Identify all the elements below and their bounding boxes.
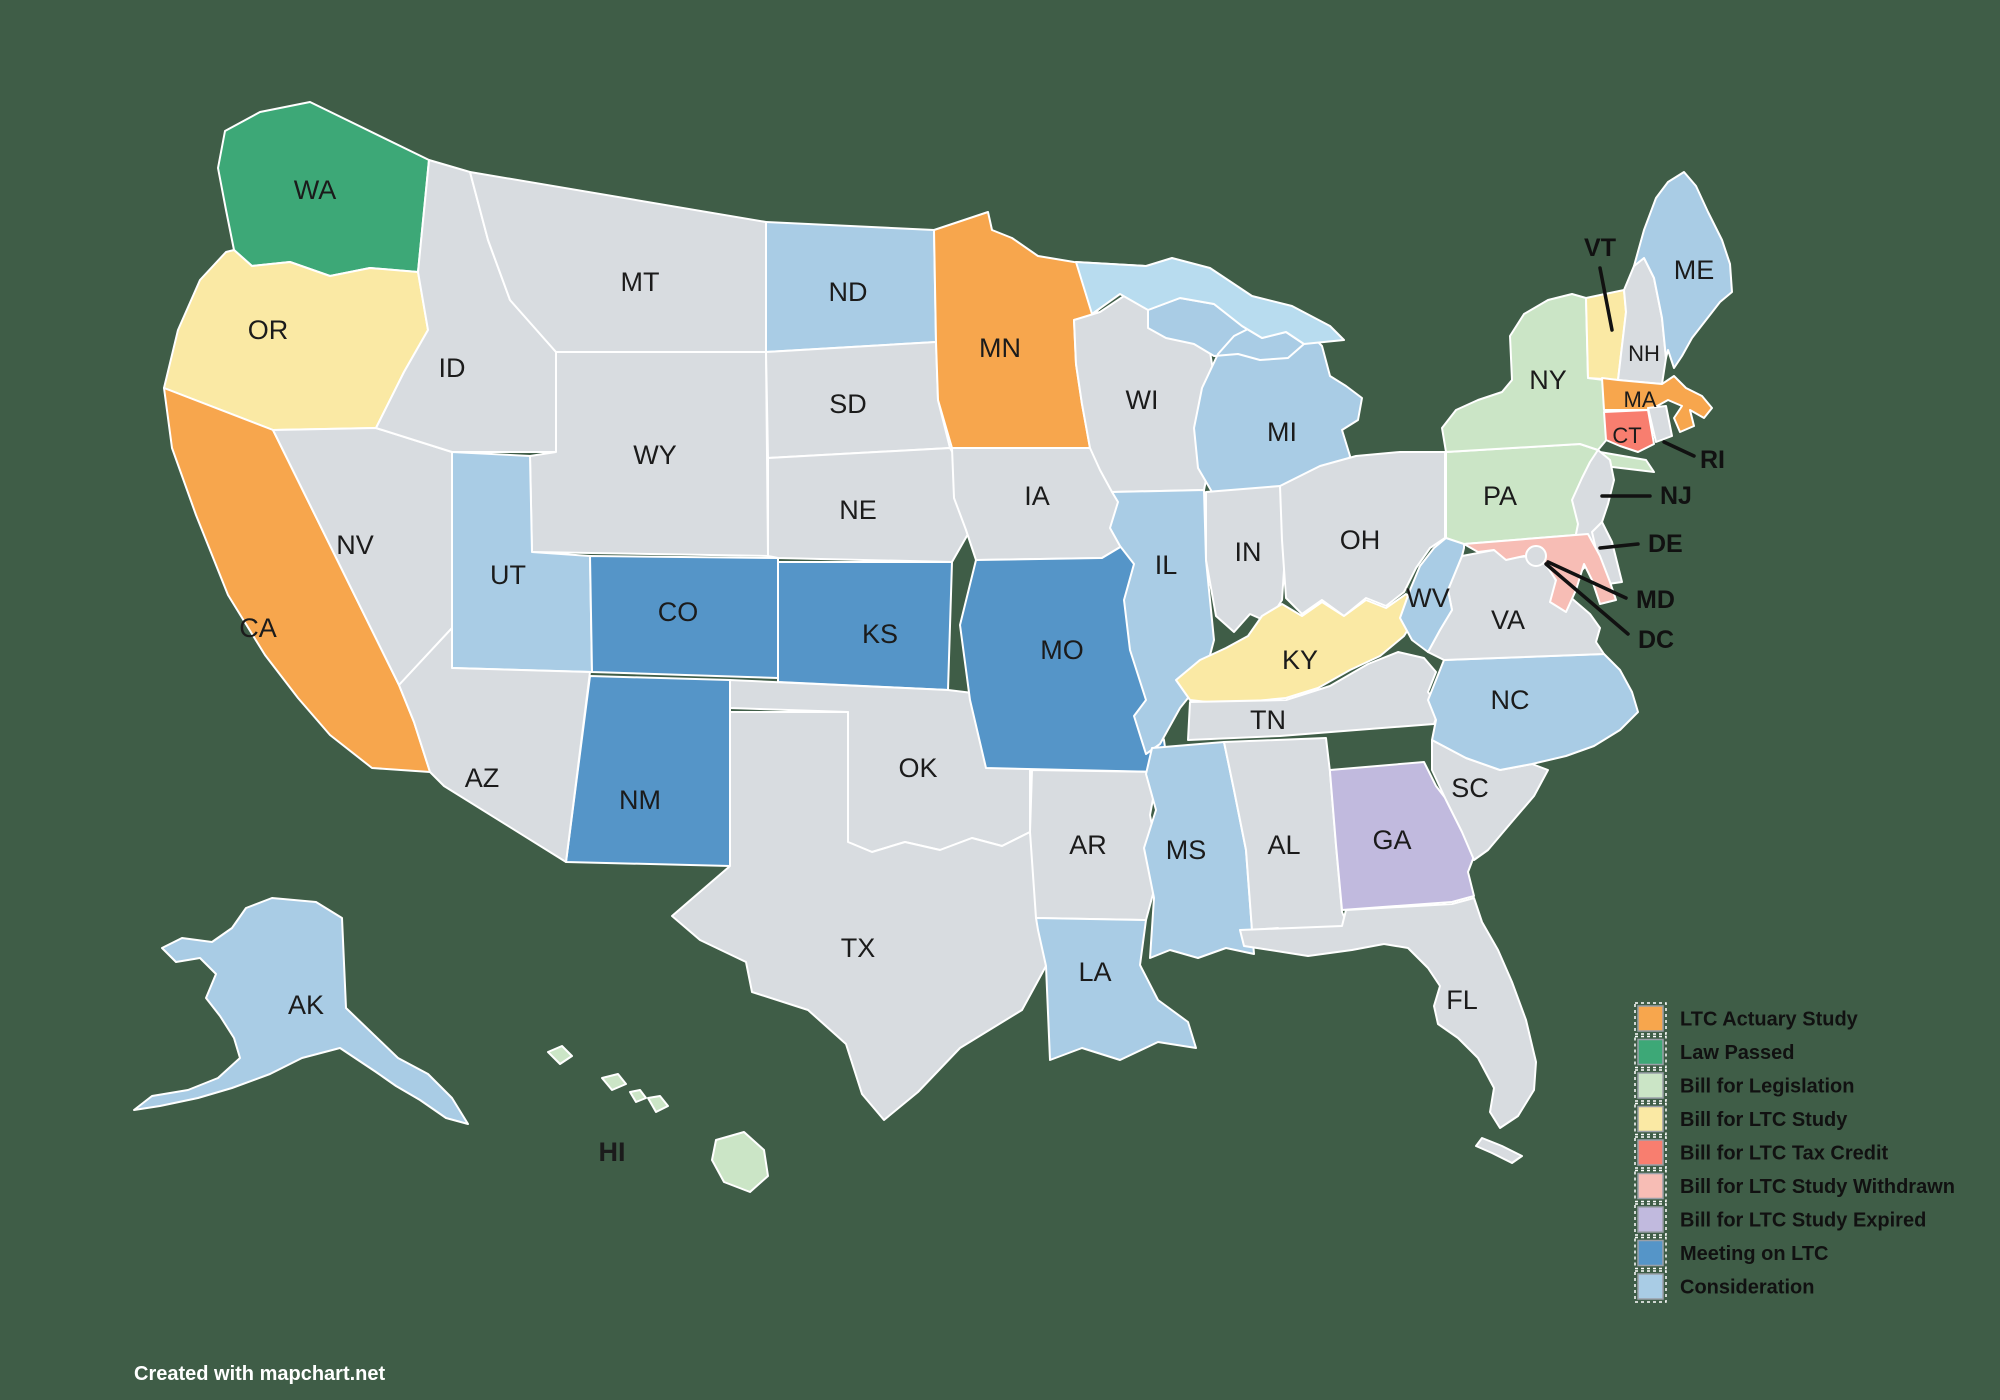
state-ia[interactable] xyxy=(951,447,1123,561)
legend-item-meeting: Meeting on LTC xyxy=(1634,1236,1829,1270)
callout-label-ri: RI xyxy=(1700,446,1725,474)
legend-item-expired: Bill for LTC Study Expired xyxy=(1634,1203,1926,1236)
legend-swatch-outline xyxy=(1634,1002,1667,1035)
legend-label-study: Bill for LTC Study xyxy=(1680,1109,1848,1131)
callout-line-vt xyxy=(1598,266,1614,332)
state-ks[interactable] xyxy=(777,561,953,691)
legend-item-legislation: Bill for Legislation xyxy=(1634,1069,1854,1102)
state-la[interactable] xyxy=(1035,917,1197,1061)
state-label-hi: HI xyxy=(599,1137,626,1167)
callout-line-de xyxy=(1598,542,1640,550)
state-ma[interactable] xyxy=(1601,375,1713,433)
legend-swatch-study[interactable] xyxy=(1637,1105,1664,1133)
callout-line-md xyxy=(1546,560,1628,600)
state-ky[interactable] xyxy=(1175,593,1421,705)
state-md[interactable] xyxy=(1463,533,1617,613)
callout-line-ri xyxy=(1662,440,1696,458)
legend-label-meeting: Meeting on LTC xyxy=(1680,1243,1829,1265)
callout-line-dc xyxy=(1544,562,1630,636)
legend-item-law: Law Passed xyxy=(1634,1035,1795,1069)
state-nm[interactable] xyxy=(565,675,731,867)
legend-swatch-outline xyxy=(1634,1270,1667,1303)
legend-swatch-tax_credit[interactable] xyxy=(1637,1139,1664,1166)
legend-swatch-consideration[interactable] xyxy=(1637,1273,1664,1300)
legend-label-expired: Bill for LTC Study Expired xyxy=(1680,1210,1926,1232)
callouts-layer: VT RI NJ DE MD DC xyxy=(1544,234,1725,654)
legend-swatch-legislation[interactable] xyxy=(1637,1072,1664,1099)
legend-swatch-expired[interactable] xyxy=(1637,1206,1664,1233)
state-ak[interactable] xyxy=(133,897,469,1125)
legend-item-study: Bill for LTC Study xyxy=(1634,1102,1848,1136)
legend-item-consideration: Consideration xyxy=(1634,1270,1814,1303)
state-tx[interactable] xyxy=(671,711,1047,1121)
legend-swatch-outline xyxy=(1634,1102,1667,1136)
state-sd[interactable] xyxy=(765,341,951,459)
legend-swatch-outline xyxy=(1634,1136,1667,1169)
callout-label-nj: NJ xyxy=(1660,482,1692,510)
legend-swatch-outline xyxy=(1634,1035,1667,1069)
legend-item-withdrawn: Bill for LTC Study Withdrawn xyxy=(1634,1169,1955,1203)
state-tn[interactable] xyxy=(1187,651,1441,741)
state-ne[interactable] xyxy=(767,447,977,563)
state-nd[interactable] xyxy=(765,221,937,353)
state-ct[interactable] xyxy=(1603,409,1655,453)
callout-label-md: MD xyxy=(1636,586,1675,614)
legend-swatch-outline xyxy=(1634,1236,1667,1270)
legend-label-legislation: Bill for Legislation xyxy=(1680,1076,1854,1098)
state-me[interactable] xyxy=(1633,171,1733,369)
state-ri[interactable] xyxy=(1647,405,1673,443)
state-nc[interactable] xyxy=(1427,653,1639,771)
lakes-layer xyxy=(1075,257,1345,345)
legend-label-tax_credit: Bill for LTC Tax Credit xyxy=(1680,1143,1888,1165)
state-ar[interactable] xyxy=(1029,769,1161,921)
state-wy[interactable] xyxy=(529,351,769,557)
legend-swatch-withdrawn[interactable] xyxy=(1637,1172,1664,1200)
legend-item-actuary: LTC Actuary Study xyxy=(1634,1002,1859,1035)
legend-swatch-outline xyxy=(1634,1203,1667,1236)
legend-label-withdrawn: Bill for LTC Study Withdrawn xyxy=(1680,1176,1955,1198)
legend-swatch-actuary[interactable] xyxy=(1637,1005,1664,1032)
state-fl[interactable] xyxy=(1239,897,1537,1164)
legend-swatch-outline xyxy=(1634,1069,1667,1102)
callout-label-vt: VT xyxy=(1584,234,1616,262)
state-hi[interactable] xyxy=(547,1045,769,1193)
state-az[interactable] xyxy=(398,627,591,863)
state-co[interactable] xyxy=(589,555,779,679)
state-wa[interactable] xyxy=(217,101,430,277)
legend-label-consideration: Consideration xyxy=(1680,1277,1814,1299)
states-layer xyxy=(133,101,1733,1193)
callout-label-de: DE xyxy=(1648,530,1683,558)
state-oh[interactable] xyxy=(1279,451,1446,617)
legend-label-law: Law Passed xyxy=(1680,1042,1795,1064)
legend-label-actuary: LTC Actuary Study xyxy=(1680,1009,1859,1031)
legend: LTC Actuary Study Law Passed Bill for Legi… xyxy=(1634,1002,1955,1303)
watermark: Created with mapchart.net xyxy=(134,1363,386,1385)
legend-swatch-law[interactable] xyxy=(1637,1038,1664,1066)
legend-swatch-meeting[interactable] xyxy=(1637,1239,1664,1267)
legend-swatch-outline xyxy=(1634,1169,1667,1203)
state-ga[interactable] xyxy=(1329,761,1479,911)
callout-label-dc: DC xyxy=(1638,626,1674,654)
legend-item-tax_credit: Bill for LTC Tax Credit xyxy=(1634,1136,1888,1169)
lake-superior xyxy=(1075,257,1345,345)
state-dc[interactable] xyxy=(1525,545,1547,567)
